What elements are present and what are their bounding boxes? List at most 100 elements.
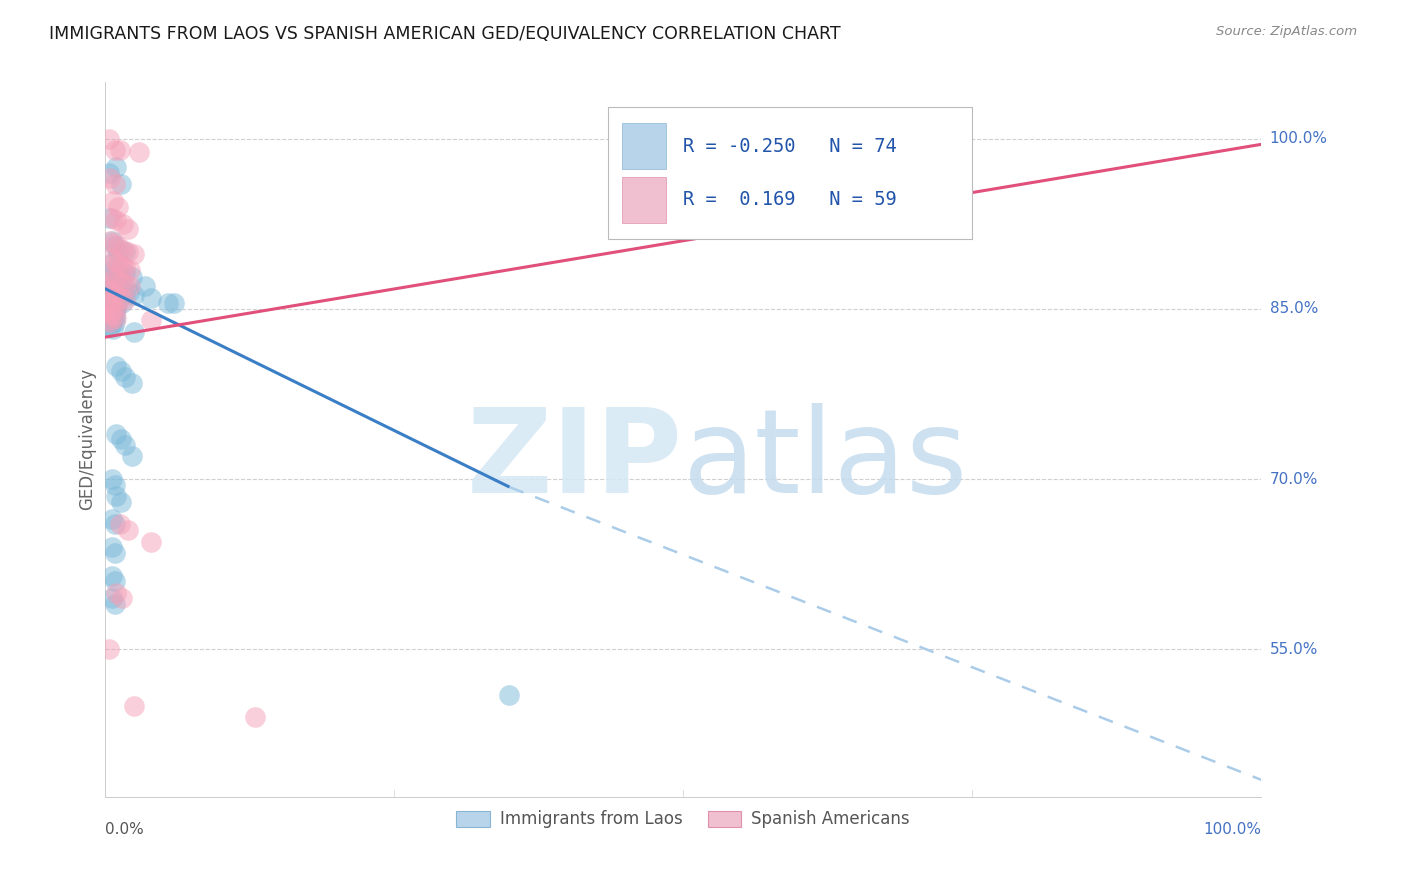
Text: Source: ZipAtlas.com: Source: ZipAtlas.com <box>1216 25 1357 38</box>
Point <box>104 310 127 324</box>
Point <box>101 194 124 208</box>
Point <box>114 438 136 452</box>
Point <box>114 260 136 275</box>
Point <box>107 281 129 295</box>
Text: R = -0.250   N = 74: R = -0.250 N = 74 <box>683 136 897 156</box>
Point <box>139 534 162 549</box>
Text: R =  0.169   N = 59: R = 0.169 N = 59 <box>683 190 897 210</box>
Point <box>100 540 122 554</box>
Point <box>101 309 124 323</box>
Point <box>101 285 124 300</box>
Bar <box>621 177 665 223</box>
Point <box>100 512 122 526</box>
Point <box>100 297 122 311</box>
Point <box>101 277 124 291</box>
Point <box>100 291 122 305</box>
Point <box>104 316 127 330</box>
Point <box>104 279 127 293</box>
Y-axis label: GED/Equivalency: GED/Equivalency <box>79 368 96 510</box>
Text: atlas: atlas <box>683 403 969 518</box>
Point <box>104 143 127 157</box>
Point <box>103 262 125 277</box>
Point <box>104 546 127 560</box>
Point <box>111 296 134 310</box>
Point <box>97 301 120 316</box>
Point <box>104 597 127 611</box>
Point <box>114 277 136 291</box>
Point <box>157 296 180 310</box>
Point <box>110 291 132 305</box>
Point <box>100 591 122 606</box>
Text: 70.0%: 70.0% <box>1270 472 1317 487</box>
Point <box>121 270 143 285</box>
Point <box>108 517 131 532</box>
Point <box>128 145 150 160</box>
Point <box>139 313 162 327</box>
Point <box>100 273 122 287</box>
Point <box>100 256 122 270</box>
Point <box>107 200 129 214</box>
Point <box>108 143 131 157</box>
Point <box>111 259 134 273</box>
Point <box>100 268 122 282</box>
Point <box>139 291 162 305</box>
Text: IMMIGRANTS FROM LAOS VS SPANISH AMERICAN GED/EQUIVALENCY CORRELATION CHART: IMMIGRANTS FROM LAOS VS SPANISH AMERICAN… <box>49 25 841 43</box>
Point <box>110 275 132 289</box>
Text: 85.0%: 85.0% <box>1270 301 1317 317</box>
Point <box>105 266 128 280</box>
Point <box>498 688 520 702</box>
Bar <box>621 123 665 169</box>
Point <box>100 568 122 582</box>
Point <box>105 301 128 316</box>
Point <box>97 310 120 325</box>
Point <box>117 523 139 537</box>
Point <box>118 285 141 299</box>
Point <box>105 489 128 503</box>
Point <box>121 376 143 390</box>
Point <box>111 591 134 606</box>
Point <box>110 268 132 282</box>
Point <box>103 300 125 314</box>
Point <box>110 433 132 447</box>
Point <box>112 243 135 257</box>
Point <box>110 364 132 378</box>
Point <box>105 359 128 373</box>
Point <box>134 279 156 293</box>
Point <box>105 160 128 174</box>
Point <box>105 293 128 308</box>
Point <box>118 279 141 293</box>
Text: 55.0%: 55.0% <box>1270 642 1317 657</box>
Point <box>114 245 136 260</box>
Point <box>98 642 121 657</box>
Point <box>105 310 128 325</box>
Point <box>98 166 121 180</box>
Point <box>100 234 122 248</box>
Point <box>122 699 145 714</box>
Point <box>100 306 122 320</box>
Point <box>97 281 120 295</box>
Point <box>111 284 134 298</box>
Point <box>105 272 128 286</box>
Point <box>118 263 141 277</box>
Point <box>114 285 136 300</box>
Point <box>100 320 122 334</box>
Text: 0.0%: 0.0% <box>104 822 143 837</box>
Point <box>110 177 132 191</box>
Point <box>112 217 135 231</box>
Text: 100.0%: 100.0% <box>1270 131 1327 146</box>
Legend: Immigrants from Laos, Spanish Americans: Immigrants from Laos, Spanish Americans <box>450 804 917 835</box>
Point <box>122 247 145 261</box>
Point <box>114 370 136 384</box>
Text: 100.0%: 100.0% <box>1204 822 1261 837</box>
Point <box>243 710 266 724</box>
Point <box>103 270 125 285</box>
Point <box>105 301 128 315</box>
Point <box>114 266 136 280</box>
Point <box>122 288 145 302</box>
Point <box>100 316 122 330</box>
Point <box>97 313 120 327</box>
Point <box>107 256 129 270</box>
Point <box>97 304 120 318</box>
Point <box>100 472 122 486</box>
Point <box>101 300 124 314</box>
